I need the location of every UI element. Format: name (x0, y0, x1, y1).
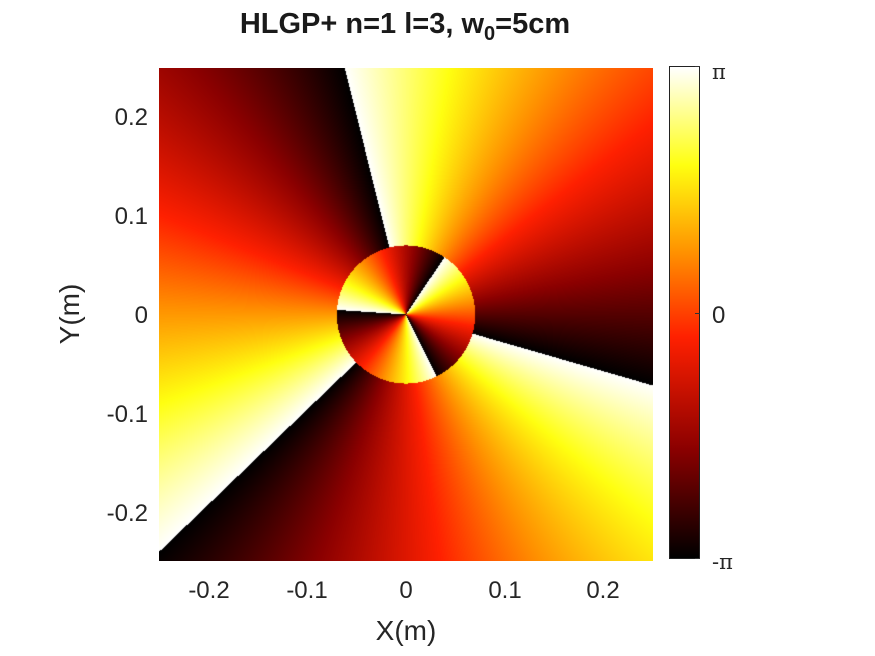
x-tick-label: -0.1 (286, 577, 328, 604)
y-tick-label: 0 (134, 302, 148, 329)
x-tick-label: 0.2 (586, 577, 620, 604)
y-tick-label: 0.1 (114, 203, 148, 230)
chart-title: HLGP+ n=1 l=3, w0=5cm (239, 8, 571, 45)
y-tick-label: 0.2 (114, 104, 148, 131)
phase-heatmap (159, 68, 653, 561)
colorbar-tick-mid (695, 313, 700, 314)
x-tick-label: 0 (399, 577, 413, 604)
x-axis-label: X(m) (375, 615, 437, 646)
y-tick-label: -0.2 (106, 500, 148, 527)
colorbar-tick-bottom (695, 558, 700, 559)
colorbar-tick-top (695, 66, 700, 67)
x-tick-label: 0.1 (488, 577, 522, 604)
y-tick-label: -0.1 (106, 401, 148, 428)
colorbar-label-min: -π (712, 550, 733, 574)
colorbar (669, 66, 700, 559)
y-axis-label: Y(m) (54, 283, 85, 345)
x-tick-label: -0.2 (188, 577, 230, 604)
colorbar-label-max: π (712, 60, 726, 84)
colorbar-label-zero: 0 (712, 302, 726, 329)
